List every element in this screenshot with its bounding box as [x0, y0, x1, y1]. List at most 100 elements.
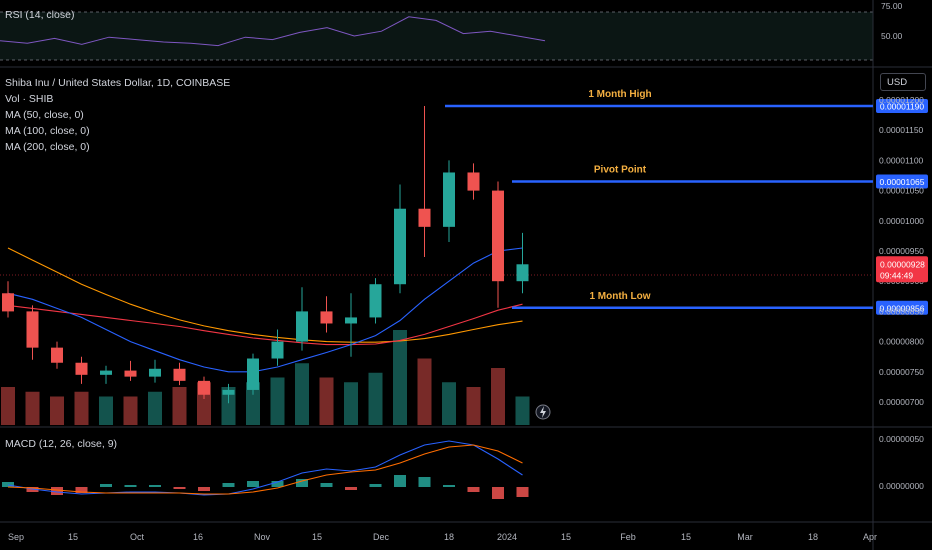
time-tick-label: 18	[444, 532, 454, 542]
price-tick-label: 0.00001100	[879, 155, 924, 165]
price-tick-label: 0.00001150	[879, 125, 924, 135]
price-tick-label: 0.00000950	[879, 246, 924, 256]
ma200-legend: MA (200, close, 0)	[5, 141, 90, 153]
candle-body	[345, 317, 357, 324]
volume-bar	[99, 396, 113, 425]
macd-hist-bar	[492, 487, 504, 499]
volume-bar	[466, 387, 481, 425]
lightning-icon[interactable]	[535, 404, 551, 420]
candle-body	[418, 208, 431, 227]
volume-bar	[148, 391, 162, 425]
last-price-text: 0.00000928	[880, 259, 925, 269]
level-label: 1 Month Low	[589, 291, 650, 302]
candle-body	[149, 368, 161, 377]
rsi-tick-label: 50.00	[881, 31, 903, 41]
macd-hist-bar	[149, 485, 161, 487]
time-tick-label: Apr	[863, 532, 877, 542]
candle-body	[247, 358, 259, 390]
macd-hist-bar	[443, 485, 455, 487]
macd-hist-bar	[516, 487, 529, 497]
macd-hist-bar	[467, 487, 480, 492]
currency-button[interactable]: USD	[880, 73, 926, 91]
macd-hist-bar	[345, 487, 357, 490]
price-tick-label: 0.00001200	[879, 95, 924, 105]
level-label: Pivot Point	[594, 165, 647, 176]
macd-hist-bar	[369, 484, 382, 487]
volume-bar	[295, 363, 309, 425]
level-price-text: 0.00001190	[880, 102, 925, 112]
volume-bar	[246, 382, 260, 425]
candle-body	[173, 368, 186, 381]
candle-body	[100, 370, 112, 375]
candle-body	[26, 311, 39, 348]
candle-body	[51, 347, 63, 363]
time-tick-label: 2024	[497, 532, 517, 542]
price-pane[interactable]: 1 Month High 0.00001190 Pivot Point 0.00001…	[0, 89, 928, 425]
rsi-line	[0, 16, 546, 47]
volume-bar	[74, 391, 89, 425]
candle-body	[467, 172, 480, 191]
time-tick-label: 15	[68, 532, 78, 542]
time-axis[interactable]: Sep 15 Oct 16 Nov 15 Dec 18 2024 15 Feb 15 Mar 18 Apr	[8, 532, 877, 542]
time-tick-label: 15	[312, 532, 322, 542]
ma100-line	[7, 303, 523, 346]
macd-tick-label: 0.00000050	[879, 434, 924, 444]
time-tick-label: 16	[193, 532, 203, 542]
volume-bar	[221, 387, 236, 425]
macd-hist-bar	[173, 487, 186, 489]
volume-bar	[515, 396, 530, 425]
last-price-tag	[876, 256, 928, 283]
macd-pane[interactable]	[2, 440, 529, 499]
macd-tick-label: 0.00000000	[879, 481, 924, 491]
signal-line	[7, 444, 523, 495]
time-tick-label: 15	[561, 532, 571, 542]
macd-hist-bar	[271, 481, 284, 487]
ma200-line	[7, 247, 523, 343]
candle-body	[271, 341, 284, 359]
candle-body	[296, 311, 308, 342]
price-axis[interactable]: 0.00001200 0.00001150 0.00001100 0.00001050…	[876, 1, 928, 491]
rsi-legend: RSI (14, close)	[5, 9, 75, 21]
macd-line	[7, 440, 523, 496]
level-label: 1 Month High	[588, 89, 651, 100]
price-tick-label: 0.00001000	[879, 216, 924, 226]
macd-hist-bar	[222, 483, 235, 487]
macd-hist-bar	[198, 487, 210, 491]
volume-bar	[417, 358, 432, 425]
candle-body	[222, 389, 235, 395]
macd-hist-bar	[75, 487, 88, 493]
time-tick-label: Mar	[737, 532, 753, 542]
rsi-tick-label: 75.00	[881, 1, 903, 11]
macd-hist-bar	[124, 485, 137, 487]
volume-bar	[50, 396, 64, 425]
volume-bar	[1, 387, 15, 425]
candle-body	[124, 370, 137, 377]
candle-body	[198, 380, 210, 395]
volume-bar	[270, 377, 285, 425]
macd-hist-bar	[320, 483, 333, 487]
rsi-pane[interactable]	[0, 11, 873, 61]
level-price-tag	[876, 174, 928, 189]
volume-bar	[368, 372, 383, 425]
price-tick-label: 0.00000750	[879, 367, 924, 377]
volume-bar	[442, 382, 456, 425]
macd-hist-bar	[394, 475, 406, 487]
ma100-legend: MA (100, close, 0)	[5, 125, 90, 137]
volume-bar	[393, 330, 407, 425]
price-tick-label: 0.00000700	[879, 397, 924, 407]
price-tick-label: 0.00001050	[879, 186, 924, 196]
candle-body	[394, 208, 406, 285]
volume-bar	[123, 396, 138, 425]
candle-body	[516, 264, 529, 282]
volume-bar	[491, 368, 505, 425]
price-tick-label: 0.00000800	[879, 337, 924, 347]
volume-legend: Vol · SHIB	[5, 93, 54, 105]
macd-hist-bar	[296, 479, 308, 487]
macd-hist-bar	[51, 487, 63, 495]
time-tick-label: Sep	[8, 532, 24, 542]
volume-bar	[344, 382, 358, 425]
ma50-line	[7, 247, 523, 373]
candle-body	[75, 362, 88, 375]
time-tick-label: Feb	[620, 532, 636, 542]
